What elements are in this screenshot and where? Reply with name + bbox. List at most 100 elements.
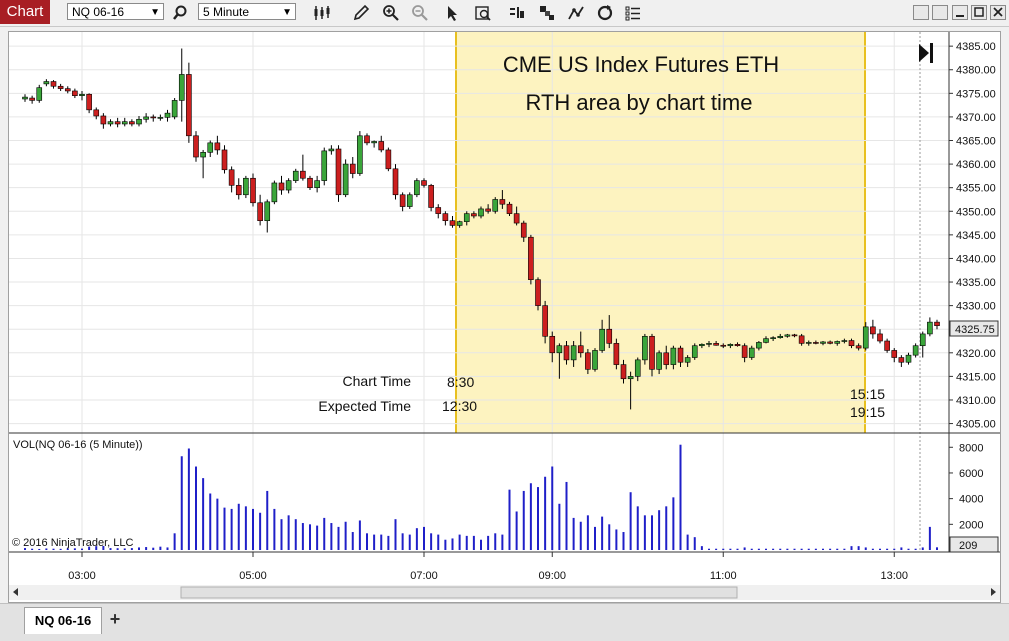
- candle: [663, 345, 670, 370]
- indicators-icon[interactable]: [508, 4, 526, 22]
- candle: [207, 140, 214, 158]
- instrument-value: NQ 06-16: [72, 5, 125, 19]
- candle: [93, 107, 100, 120]
- candle: [114, 117, 121, 128]
- chart-canvas[interactable]: CME US Index Futures ETH RTH area by cha…: [9, 32, 1000, 602]
- candle: [292, 168, 299, 183]
- candle: [321, 147, 328, 186]
- pointer-icon[interactable]: [444, 4, 462, 22]
- candle: [492, 197, 499, 214]
- candle: [634, 357, 641, 382]
- candle: [556, 343, 563, 379]
- candle: [29, 95, 35, 104]
- time-tick-label: 03:00: [68, 570, 96, 582]
- candle: [271, 180, 278, 205]
- search-icon[interactable]: [171, 4, 189, 22]
- price-axis[interactable]: 4385.00 4380.00 4375.00 4370.00 4365.00 4360.…: [949, 41, 996, 431]
- candle: [848, 338, 855, 349]
- draw-pencil-icon[interactable]: [352, 4, 370, 22]
- candle: [713, 341, 719, 346]
- time-axis[interactable]: 03:00 05:00 07:00 09:00 11:00 13:00: [68, 552, 908, 582]
- window-tile-button[interactable]: [932, 5, 948, 20]
- volume-series: [24, 444, 938, 550]
- properties-icon[interactable]: [624, 4, 642, 22]
- strategies-icon[interactable]: [538, 4, 556, 22]
- candle: [349, 157, 356, 179]
- minimize-button[interactable]: [952, 5, 968, 20]
- end-expected-time: 19:15: [850, 404, 885, 420]
- scroll-to-end-icon[interactable]: [919, 43, 933, 63]
- candle: [727, 343, 734, 349]
- volume-tick-label: 2000: [959, 519, 983, 531]
- candle: [905, 352, 912, 365]
- candle: [870, 319, 876, 339]
- candle: [884, 338, 890, 353]
- volume-tick-label: 4000: [959, 494, 983, 506]
- expected-time-label: Expected Time: [318, 398, 411, 414]
- instrument-selector[interactable]: NQ 06-16 ▼: [67, 3, 164, 20]
- scroll-right-icon[interactable]: [991, 588, 996, 596]
- scrollbar-thumb[interactable]: [180, 586, 738, 599]
- candle: [499, 190, 506, 209]
- candle: [570, 341, 577, 367]
- candle: [827, 340, 833, 345]
- scroll-left-icon[interactable]: [13, 588, 18, 596]
- horizontal-scrollbar[interactable]: [9, 585, 1000, 600]
- last-price-value: 4325.75: [955, 324, 995, 336]
- price-series: [22, 48, 940, 410]
- zoom-in-icon[interactable]: [382, 4, 400, 22]
- candle: [585, 349, 591, 375]
- time-tick-label: 11:00: [710, 570, 737, 582]
- interval-selector[interactable]: 5 Minute ▼: [198, 3, 296, 20]
- candle: [513, 206, 520, 226]
- candle: [919, 331, 926, 358]
- price-tick-label: 4360.00: [956, 159, 996, 171]
- chart-style-icon[interactable]: [313, 4, 331, 22]
- price-tick-label: 4375.00: [956, 88, 996, 100]
- data-box-icon[interactable]: [474, 4, 492, 22]
- close-icon: [993, 7, 1003, 17]
- candle: [414, 178, 420, 198]
- close-button[interactable]: [990, 5, 1006, 20]
- chevron-down-icon: ▼: [282, 7, 292, 18]
- price-tick-label: 4305.00: [956, 419, 996, 431]
- zoom-out-icon[interactable]: [411, 4, 429, 22]
- candle: [577, 331, 584, 358]
- candle: [463, 211, 470, 226]
- price-tick-label: 4355.00: [956, 183, 996, 195]
- candle: [720, 343, 727, 349]
- maximize-icon: [974, 7, 984, 17]
- candle: [243, 175, 249, 199]
- candle: [50, 80, 57, 89]
- volume-tick-label: 8000: [959, 442, 983, 454]
- candle: [178, 48, 185, 122]
- volume-axis[interactable]: 8000 6000 4000 2000: [949, 442, 983, 531]
- annotation-line-2: RTH area by chart time: [525, 90, 752, 115]
- candle: [200, 149, 206, 179]
- candle: [143, 113, 149, 123]
- candle: [855, 343, 862, 351]
- tab-nq-06-16[interactable]: NQ 06-16: [24, 607, 102, 634]
- candle: [891, 348, 898, 363]
- candle: [79, 90, 85, 101]
- candle: [428, 183, 434, 212]
- volume-tick-label: 6000: [959, 468, 983, 480]
- reload-icon[interactable]: [596, 4, 614, 22]
- maximize-button[interactable]: [971, 5, 987, 20]
- candle: [656, 350, 662, 375]
- candle: [791, 333, 798, 338]
- candle: [670, 345, 677, 370]
- copyright-text: © 2016 NinjaTrader, LLC: [12, 537, 133, 549]
- candle: [399, 192, 406, 212]
- candle: [186, 62, 192, 143]
- chart-panel[interactable]: CME US Index Futures ETH RTH area by cha…: [8, 31, 1001, 603]
- candle: [456, 220, 463, 228]
- candle: [627, 371, 634, 410]
- drawing-tools-icon[interactable]: [567, 4, 585, 22]
- window-grid-button[interactable]: [913, 5, 929, 20]
- time-tick-label: 13:00: [880, 570, 908, 582]
- candle: [528, 234, 534, 285]
- candle: [471, 211, 477, 219]
- add-tab-button[interactable]: +: [109, 609, 121, 629]
- candle: [107, 119, 114, 127]
